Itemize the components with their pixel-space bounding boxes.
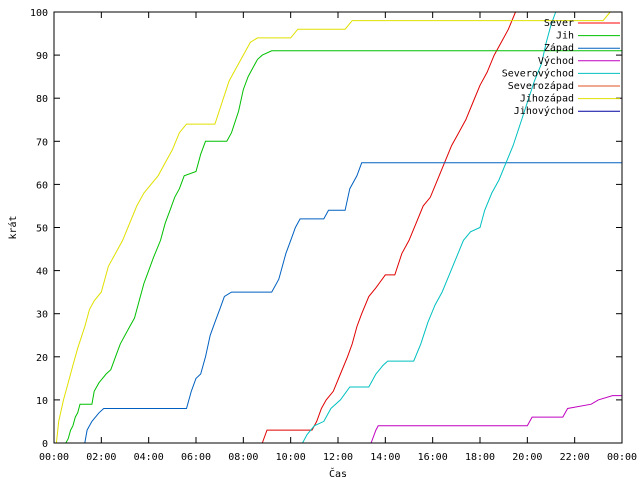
y-tick-label: 50 [36,224,48,235]
y-tick-label: 70 [36,137,48,148]
y-tick-label: 100 [30,8,48,19]
x-tick-label: 16:00 [418,452,448,463]
legend-label: Jihozápad [520,93,574,105]
y-tick-label: 40 [36,267,48,278]
legend-label: Jih [556,31,574,42]
legend-label: Severozápad [508,80,574,92]
legend: Sever JihZápadVýchodSeverovýchodSeverozáp… [502,18,620,117]
legend-label: Severovýchod [502,67,574,79]
series-line-red [261,11,516,444]
x-tick-label: 18:00 [465,452,495,463]
series-line-1 [65,50,622,444]
x-tick-label: 08:00 [228,452,258,463]
y-tick-label: 90 [36,51,48,62]
y-tick-label: 10 [36,396,48,407]
series-layer [55,11,622,444]
legend-label: Západ [544,42,574,54]
y-tick-label: 0 [42,439,48,450]
series-line-3 [370,395,622,444]
x-axis-label: Čas [329,467,347,480]
y-tick-label: 80 [36,94,48,105]
series-line-2 [84,162,622,444]
x-tick-label: 20:00 [512,452,542,463]
y-axis-label: krát [7,215,19,239]
series-line-6 [55,11,611,444]
x-tick-label: 06:00 [181,452,211,463]
x-tick-label: 10:00 [276,452,306,463]
legend-label: Východ [538,55,574,67]
x-tick-label: 02:00 [86,452,116,463]
legend-label: Jihovýchod [514,105,574,117]
x-tick-label: 04:00 [134,452,164,463]
axes-layer: 0 10 20 30 40 50 60 70 80 90 100 00:00 02:00 04:00 06:… [30,8,637,463]
y-tick-label: 30 [36,310,48,321]
y-tick-label: 60 [36,180,48,191]
y-tick-label: 20 [36,353,48,364]
x-tick-label: 22:00 [560,452,590,463]
legend-label: Sever [544,18,574,29]
x-tick-label: 12:00 [323,452,353,463]
series-line-4 [302,11,557,444]
x-tick-label: 00:00 [39,452,69,463]
x-tick-label: 14:00 [370,452,400,463]
x-tick-label: 00:00 [607,452,637,463]
